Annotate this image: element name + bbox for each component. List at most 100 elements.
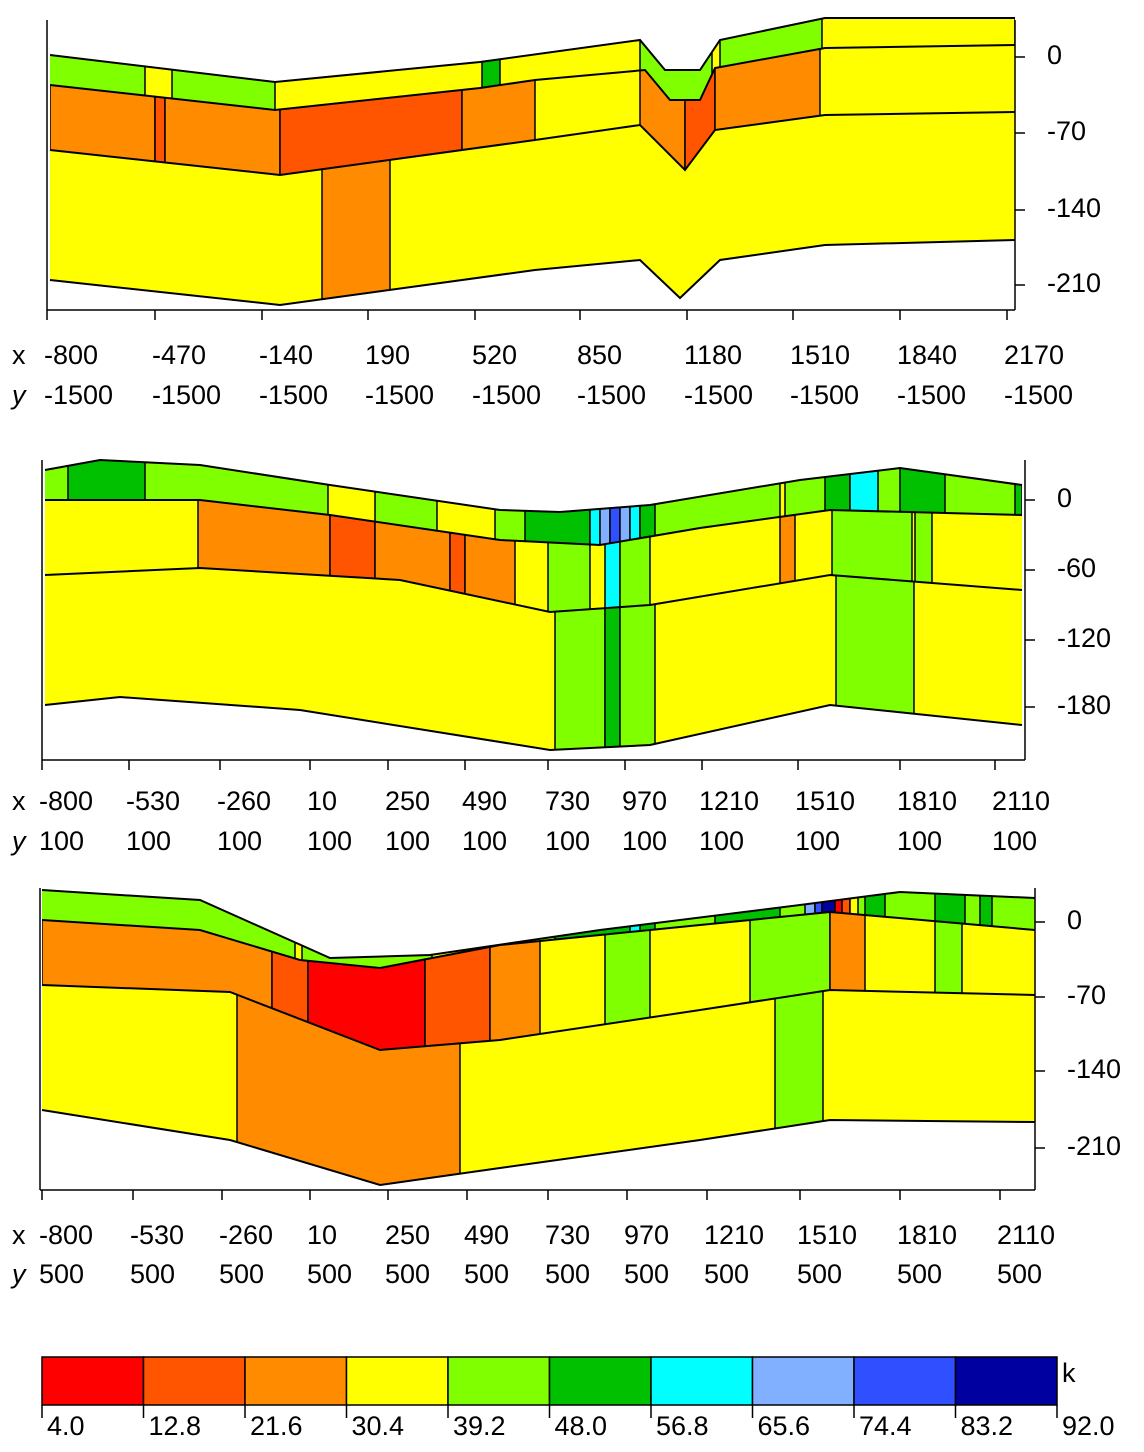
- x-tick-label: 250: [385, 786, 430, 816]
- colorbar-tick-label: 65.6: [758, 1411, 811, 1441]
- x-tick-label: 2170: [1004, 340, 1064, 370]
- y-coordinate-label: 500: [464, 1259, 509, 1289]
- x-tick-label: -800: [39, 1220, 93, 1250]
- y-coordinate-label: 500: [219, 1259, 264, 1289]
- x-tick-label: 1510: [790, 340, 850, 370]
- y-coordinate-label: -1500: [790, 380, 859, 410]
- y-coordinate-label: 100: [39, 826, 84, 856]
- depth-tick-label: -70: [1047, 116, 1086, 146]
- x-tick-label: 1180: [684, 340, 742, 370]
- x-tick-label: 1210: [704, 1220, 764, 1250]
- colorbar-label: k: [1062, 1358, 1076, 1388]
- depth-tick-label: -210: [1047, 268, 1101, 298]
- x-tick-label: -530: [130, 1220, 184, 1250]
- x-tick-label: 1210: [699, 786, 759, 816]
- cell: [1014, 460, 1022, 545]
- x-tick-label: -260: [219, 1220, 273, 1250]
- row-letter: y: [10, 1259, 27, 1289]
- y-coordinate-label: 100: [545, 826, 590, 856]
- y-coordinate-label: 100: [462, 826, 507, 856]
- colorbar-swatch: [650, 1356, 754, 1406]
- y-coordinate-label: -1500: [152, 380, 221, 410]
- x-tick-label: 1510: [795, 786, 855, 816]
- depth-tick-label: -140: [1067, 1054, 1121, 1084]
- layer-boundary: [45, 499, 1023, 547]
- layer: [50, 112, 1015, 305]
- y-coordinate-label: 500: [704, 1259, 749, 1289]
- x-tick-label: 490: [462, 786, 507, 816]
- colorbar-swatch: [954, 1356, 1058, 1406]
- colorbar-swatch: [345, 1356, 449, 1406]
- colorbar-tick-label: 4.0: [47, 1411, 85, 1441]
- colorbar-swatch: [447, 1356, 551, 1406]
- x-tick-label: -800: [44, 340, 98, 370]
- y-coordinate-label: -1500: [684, 380, 753, 410]
- y-coordinate-label: 100: [699, 826, 744, 856]
- layer-boundary: [49, 111, 1016, 177]
- y-coordinate-label: 500: [385, 1259, 430, 1289]
- depth-tick-label: -70: [1067, 980, 1106, 1010]
- x-tick-label: -800: [39, 786, 93, 816]
- y-coordinate-label: 500: [545, 1259, 590, 1289]
- colorbar-tick-label: 21.6: [250, 1411, 303, 1441]
- depth-tick-label: -180: [1057, 690, 1111, 720]
- colorbar-tick-label: 39.2: [453, 1411, 506, 1441]
- y-coordinate-label: 500: [624, 1259, 669, 1289]
- layer-boundary: [49, 17, 1015, 84]
- y-coordinate-label: 100: [622, 826, 667, 856]
- y-coordinate-label: -1500: [897, 380, 966, 410]
- colorbar-swatch: [41, 1356, 145, 1406]
- row-letter: x: [12, 340, 26, 370]
- colorbar-tick-label: 12.8: [149, 1411, 202, 1441]
- colorbar-swatch: [142, 1356, 246, 1406]
- layer-boundary: [49, 44, 1016, 112]
- y-coordinate-label: 500: [897, 1259, 942, 1289]
- y-coordinate-label: 100: [307, 826, 352, 856]
- x-tick-label: 250: [385, 1220, 430, 1250]
- colorbar-swatch: [853, 1356, 957, 1406]
- y-coordinate-label: 500: [39, 1259, 84, 1289]
- row-letter: x: [12, 1220, 26, 1250]
- y-coordinate-label: -1500: [44, 380, 113, 410]
- depth-tick-label: -60: [1057, 553, 1096, 583]
- y-coordinate-label: 100: [126, 826, 171, 856]
- x-tick-label: 2110: [992, 786, 1050, 816]
- colorbar-tick-label: 56.8: [656, 1411, 709, 1441]
- x-tick-label: 730: [545, 1220, 590, 1250]
- x-tick-label: 1840: [897, 340, 957, 370]
- row-letter: y: [10, 826, 27, 856]
- x-tick-label: 490: [464, 1220, 509, 1250]
- cell: [629, 890, 641, 968]
- depth-tick-label: -210: [1067, 1131, 1121, 1161]
- depth-tick-label: -140: [1047, 193, 1101, 223]
- row-letter: y: [10, 380, 27, 410]
- depth-tick-label: 0: [1067, 905, 1082, 935]
- x-tick-label: 970: [624, 1220, 669, 1250]
- colorbar-tick-label: 30.4: [352, 1411, 405, 1441]
- x-tick-label: 10: [307, 786, 337, 816]
- x-tick-label: 730: [545, 786, 590, 816]
- y-coordinate-label: -1500: [1004, 380, 1073, 410]
- layer-boundary: [41, 910, 1036, 970]
- cell: [619, 568, 656, 750]
- colorbar-swatch: [244, 1356, 348, 1406]
- x-tick-label: 1510: [797, 1220, 857, 1250]
- y-coordinate-label: 100: [217, 826, 262, 856]
- depth-tick-label: 0: [1047, 40, 1062, 70]
- y-coordinate-label: -1500: [472, 380, 541, 410]
- y-coordinate-label: 100: [795, 826, 840, 856]
- x-tick-label: 520: [472, 340, 517, 370]
- x-tick-label: -530: [126, 786, 180, 816]
- x-tick-label: -140: [259, 340, 313, 370]
- layer-boundary: [49, 239, 1016, 307]
- row-letter: x: [12, 786, 26, 816]
- layer-boundary: [41, 1109, 1036, 1187]
- y-coordinate-label: -1500: [577, 380, 646, 410]
- colorbar-tick-label: 83.2: [961, 1411, 1014, 1441]
- layer-boundary: [41, 984, 1036, 1052]
- y-coordinate-label: 500: [797, 1259, 842, 1289]
- depth-tick-label: -120: [1057, 623, 1111, 653]
- layer-boundary: [44, 695, 1023, 752]
